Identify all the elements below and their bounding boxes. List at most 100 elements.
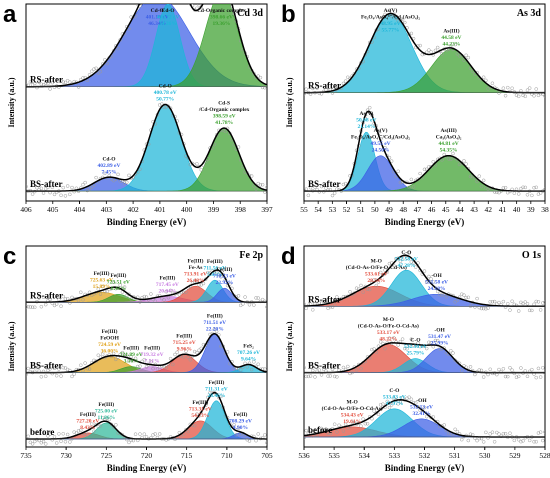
data-point bbox=[265, 305, 267, 309]
spectrum-before: Fe(III)727.20 eV8.43%Fe(III)725.00 eV11.… bbox=[26, 379, 267, 446]
data-point bbox=[409, 177, 414, 182]
raw-data-points bbox=[304, 8, 545, 99]
data-point bbox=[383, 346, 387, 351]
data-point bbox=[127, 440, 131, 445]
data-point bbox=[466, 295, 471, 300]
peak-label-1: 533.17 eV bbox=[377, 330, 400, 336]
data-point bbox=[199, 168, 204, 172]
data-point bbox=[457, 162, 462, 167]
data-point bbox=[403, 20, 407, 25]
data-point bbox=[100, 352, 105, 357]
data-point bbox=[367, 105, 372, 110]
data-point bbox=[89, 422, 94, 426]
data-point bbox=[39, 304, 44, 309]
data-point bbox=[413, 401, 418, 405]
data-point bbox=[70, 374, 74, 379]
data-point bbox=[457, 54, 462, 58]
data-point bbox=[133, 356, 138, 361]
data-point bbox=[409, 397, 414, 401]
data-point bbox=[149, 292, 153, 296]
data-point bbox=[306, 374, 311, 379]
data-point bbox=[39, 82, 44, 86]
data-point bbox=[228, 0, 231, 3]
data-point bbox=[41, 295, 46, 299]
data-point bbox=[335, 295, 339, 299]
x-tick-label: 405 bbox=[47, 205, 59, 214]
x-tick-label: 530 bbox=[479, 451, 491, 460]
peak-label-1: M-O bbox=[371, 259, 383, 265]
data-point bbox=[475, 438, 479, 443]
data-point bbox=[361, 417, 365, 421]
data-point bbox=[521, 185, 525, 190]
data-point bbox=[54, 441, 59, 445]
y-axis-label: Intensity (a.u.) bbox=[7, 77, 16, 127]
raw-data-points bbox=[26, 269, 267, 310]
plot-content: M-O(Cd-O-As-O/Fe-O-Cd-As)533.61 eV28.54%… bbox=[304, 250, 545, 444]
data-point bbox=[63, 439, 68, 444]
data-point bbox=[232, 367, 236, 371]
peak-label-2: Fe(III) bbox=[123, 345, 139, 352]
data-point bbox=[394, 16, 398, 20]
data-point bbox=[321, 367, 326, 372]
data-point bbox=[256, 432, 260, 436]
data-point bbox=[26, 304, 30, 309]
data-point bbox=[440, 293, 444, 297]
peak-label-3: 19.36% bbox=[213, 21, 231, 27]
data-point bbox=[506, 374, 510, 379]
data-point bbox=[396, 402, 400, 406]
data-point bbox=[105, 416, 109, 421]
data-point bbox=[455, 298, 460, 302]
data-point bbox=[381, 21, 385, 25]
data-point bbox=[326, 374, 330, 378]
peak-label-3: 398.59 eV bbox=[213, 114, 236, 120]
x-tick-label: 529 bbox=[509, 451, 521, 460]
data-point bbox=[265, 85, 267, 89]
x-tick-label: 532 bbox=[419, 451, 431, 460]
peak-label-1: 50.68 eV bbox=[356, 118, 376, 124]
data-point bbox=[541, 438, 545, 443]
peak-label-2: C-O bbox=[401, 250, 412, 256]
peak-label-5: Fe(III) bbox=[207, 312, 223, 319]
data-point bbox=[319, 373, 324, 377]
data-point bbox=[497, 300, 501, 305]
data-point bbox=[367, 287, 372, 292]
data-point bbox=[111, 178, 116, 183]
data-point bbox=[35, 185, 39, 190]
peak-label-2: 723.51 eV bbox=[107, 280, 130, 286]
y-axis-label: Intensity (a.u.) bbox=[285, 321, 294, 371]
data-point bbox=[61, 294, 65, 299]
data-point bbox=[481, 306, 486, 311]
data-point bbox=[184, 428, 188, 432]
panel-title: O 1s bbox=[522, 250, 541, 261]
peak-label-2: 24.50% bbox=[372, 148, 390, 154]
data-point bbox=[92, 429, 96, 434]
data-point bbox=[534, 375, 538, 380]
data-point bbox=[328, 304, 333, 309]
data-point bbox=[72, 430, 76, 434]
data-point bbox=[501, 431, 506, 436]
data-point bbox=[508, 308, 512, 312]
peak-label-3: 717.45 eV bbox=[156, 282, 179, 288]
peak-label-1: 46.34% bbox=[148, 21, 166, 27]
data-point bbox=[83, 432, 87, 436]
x-tick-label: 535 bbox=[329, 451, 341, 460]
stack-label-rs-after: RS-after bbox=[30, 75, 63, 85]
data-point bbox=[48, 297, 52, 302]
data-point bbox=[464, 295, 468, 300]
data-point bbox=[510, 86, 514, 91]
peak-label-2: C-O bbox=[410, 338, 421, 344]
x-tick-label: 531 bbox=[449, 451, 461, 460]
raw-data-points bbox=[304, 251, 545, 313]
data-point bbox=[105, 61, 109, 66]
data-point bbox=[258, 183, 263, 187]
data-point bbox=[68, 192, 72, 197]
data-point bbox=[337, 423, 341, 428]
data-point bbox=[400, 257, 405, 261]
data-point bbox=[304, 92, 306, 96]
data-point bbox=[479, 184, 484, 189]
data-point bbox=[527, 308, 532, 313]
x-tick-label: 52 bbox=[343, 205, 351, 214]
data-point bbox=[85, 433, 90, 437]
panel-letter: d bbox=[281, 243, 296, 270]
data-point bbox=[473, 372, 477, 377]
